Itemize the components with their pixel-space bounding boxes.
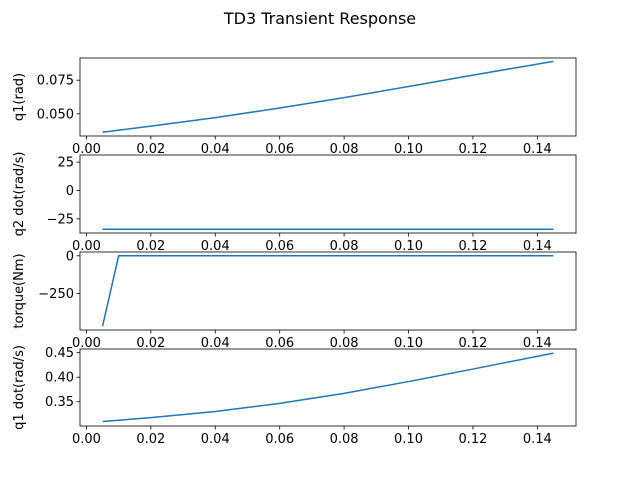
x-tick-label: 0.08 bbox=[330, 432, 359, 447]
x-tick-label: 0.10 bbox=[394, 239, 423, 254]
x-tick-label: 0.10 bbox=[394, 142, 423, 157]
x-tick-label: 0.00 bbox=[72, 432, 101, 447]
y-tick-label: 0.45 bbox=[45, 346, 74, 361]
x-tick-label: 0.04 bbox=[201, 432, 230, 447]
x-tick-label: 0.04 bbox=[201, 239, 230, 254]
subplot-2: 0.00 0.02 0.04 0.06 0.08 0.10 0.12 0.14 −25 0 25 q2… bbox=[12, 152, 577, 254]
x-tick-label: 0.14 bbox=[523, 239, 552, 254]
subplot-4: 0.00 0.02 0.04 0.06 0.08 0.10 0.12 0.14 0.35 0.40… bbox=[12, 345, 577, 447]
axes-frame bbox=[79, 251, 577, 331]
x-tick-label: 0.12 bbox=[458, 142, 487, 157]
y-axis-label: q1 dot(rad/s) bbox=[12, 345, 27, 430]
subplot-3: 0.00 0.02 0.04 0.06 0.08 0.10 0.12 0.14 −250 0 tor… bbox=[12, 249, 577, 351]
x-tick-label: 0.02 bbox=[136, 432, 165, 447]
subplots: 0.00 0.02 0.04 0.06 0.08 0.10 0.12 0.14 0.050 0.0… bbox=[12, 57, 577, 447]
x-tick-label: 0.12 bbox=[458, 432, 487, 447]
axes-frame bbox=[79, 348, 577, 427]
y-axis-label: torque(Nm) bbox=[12, 253, 27, 328]
y-tick-label: 0.35 bbox=[45, 395, 74, 410]
x-tick-label: 0.08 bbox=[330, 336, 359, 351]
x-tick-label: 0.04 bbox=[201, 336, 230, 351]
x-tick-label: 0.10 bbox=[394, 336, 423, 351]
x-tick-label: 0.06 bbox=[265, 142, 294, 157]
y-axis-label: q2 dot(rad/s) bbox=[12, 152, 27, 237]
x-tick-label: 0.06 bbox=[265, 336, 294, 351]
subplot-1: 0.00 0.02 0.04 0.06 0.08 0.10 0.12 0.14 0.050 0.0… bbox=[12, 57, 577, 157]
x-tick-label: 0.02 bbox=[136, 336, 165, 351]
y-axis-label: q1(rad) bbox=[12, 73, 27, 121]
x-tick-label: 0.12 bbox=[458, 239, 487, 254]
x-tick-label: 0.00 bbox=[72, 142, 101, 157]
x-tick-label: 0.06 bbox=[265, 239, 294, 254]
x-tick-label: 0.02 bbox=[136, 142, 165, 157]
x-tick-label: 0.10 bbox=[394, 432, 423, 447]
x-tick-label: 0.06 bbox=[265, 432, 294, 447]
y-tick-label: 0 bbox=[66, 249, 74, 264]
x-tick-label: 0.14 bbox=[523, 432, 552, 447]
axes-frame bbox=[79, 154, 577, 234]
series-line bbox=[102, 352, 554, 423]
figure-title: TD3 Transient Response bbox=[223, 9, 416, 28]
series-line bbox=[102, 60, 554, 133]
axes-frame bbox=[79, 57, 577, 137]
y-tick-label: −250 bbox=[38, 287, 74, 302]
y-tick-label: 0.40 bbox=[45, 371, 74, 386]
x-tick-label: 0.12 bbox=[458, 336, 487, 351]
y-tick-label: −25 bbox=[47, 212, 74, 227]
y-tick-label: 0.050 bbox=[37, 107, 74, 122]
y-tick-label: 0.075 bbox=[37, 74, 74, 89]
x-tick-label: 0.00 bbox=[72, 336, 101, 351]
x-tick-label: 0.04 bbox=[201, 142, 230, 157]
y-tick-label: 0 bbox=[66, 184, 74, 199]
x-tick-label: 0.08 bbox=[330, 142, 359, 157]
x-tick-label: 0.14 bbox=[523, 142, 552, 157]
y-tick-label: 25 bbox=[57, 156, 74, 171]
x-tick-label: 0.00 bbox=[72, 239, 101, 254]
x-tick-label: 0.02 bbox=[136, 239, 165, 254]
x-tick-label: 0.08 bbox=[330, 239, 359, 254]
x-tick-label: 0.14 bbox=[523, 336, 552, 351]
